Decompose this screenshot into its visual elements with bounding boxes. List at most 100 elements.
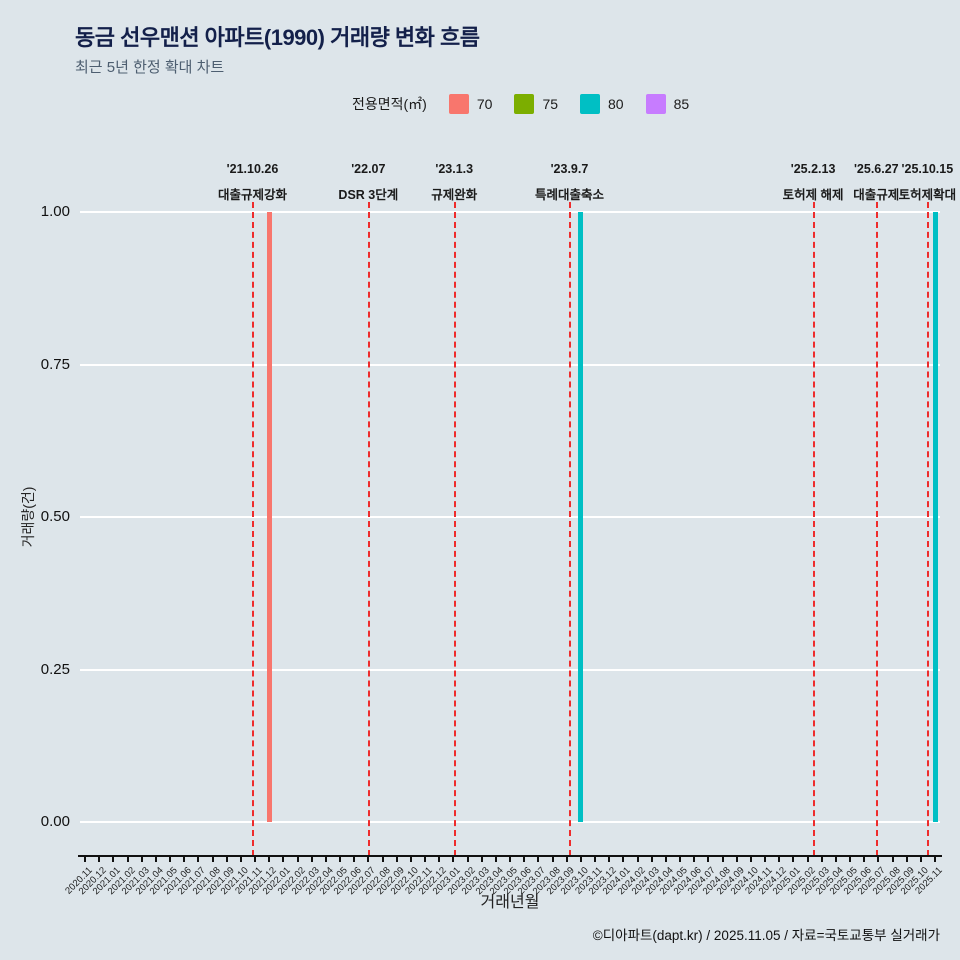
legend-item-label: 85 <box>673 96 690 112</box>
x-tick <box>594 857 596 862</box>
gridline <box>80 516 940 518</box>
legend-item: 75 <box>514 94 558 114</box>
event-annotation-label: 토허제확대 <box>898 188 957 202</box>
x-tick <box>480 857 483 862</box>
gridline <box>80 668 940 671</box>
x-tick <box>905 857 908 862</box>
x-tick <box>523 857 526 862</box>
event-annotation-label: 특례대출축소 <box>534 188 604 202</box>
y-tick-label: 1.00 <box>40 203 70 220</box>
x-tick <box>820 857 823 862</box>
x-tick <box>537 857 540 862</box>
legend-item-label: 80 <box>608 96 624 112</box>
event-annotation-label: 대출규제 <box>853 188 900 202</box>
y-tick-label: 0.75 <box>40 355 70 373</box>
x-tick <box>735 857 738 862</box>
x-tick <box>268 857 271 862</box>
legend-items: 70 75 80 85 <box>448 94 690 114</box>
legend-item: 70 <box>448 94 493 114</box>
x-tick <box>509 857 511 862</box>
x-tick <box>707 857 710 862</box>
legend-swatch-80-icon <box>580 94 601 114</box>
x-tick <box>551 857 554 862</box>
x-tick <box>339 857 341 862</box>
x-tick <box>98 857 101 862</box>
x-tick <box>424 857 426 862</box>
event-annotation-label: DSR 3단계 <box>338 188 399 202</box>
legend-title: 전용면적(㎡) <box>352 96 427 112</box>
event-annotation-date: '25.6.27 <box>853 162 899 176</box>
legend: 전용면적(㎡) 70 75 80 85 <box>352 94 689 114</box>
page-subtitle: 최근 5년 한정 확대 차트 <box>75 59 225 76</box>
x-tick <box>154 857 157 862</box>
x-tick <box>381 857 384 862</box>
x-tick <box>112 857 115 862</box>
x-tick <box>254 857 256 862</box>
event-annotation-date: '25.10.15 <box>901 162 954 176</box>
event-annotation-label: 규제완화 <box>431 188 478 202</box>
x-tick <box>324 857 327 862</box>
page-title: 동금 선우맨션 아파트(1990) 거래량 변화 흐름 <box>75 25 480 50</box>
bar-2025.11-80 <box>932 212 938 822</box>
x-tick <box>764 857 766 862</box>
event-annotation-label: 대출규제강화 <box>217 188 287 202</box>
bar-2021.12-70 <box>266 212 272 822</box>
x-tick <box>834 857 837 862</box>
event-annotation-date: '23.9.7 <box>550 162 589 176</box>
legend-swatch-75-icon <box>514 94 535 114</box>
x-tick <box>126 857 129 862</box>
plot-area <box>80 211 940 823</box>
x-tick <box>225 857 228 862</box>
x-tick <box>452 857 455 862</box>
x-tick <box>565 857 568 862</box>
gridline <box>80 363 940 366</box>
event-annotation-date: '21.10.26 <box>226 162 279 176</box>
x-tick <box>282 857 285 862</box>
legend-item-label: 70 <box>476 96 493 112</box>
x-tick <box>721 857 724 862</box>
x-axis-title: 거래년월 <box>480 894 540 911</box>
legend-item: 85 <box>645 94 690 114</box>
x-tick <box>622 857 625 862</box>
event-annotation-label: 토허제 해제 <box>782 188 844 202</box>
x-tick <box>367 857 370 862</box>
x-tick <box>863 857 866 862</box>
x-tick <box>310 857 313 862</box>
x-tick <box>849 857 851 862</box>
x-tick <box>877 857 880 862</box>
x-tick <box>891 857 894 862</box>
x-tick <box>466 857 469 862</box>
x-tick <box>806 857 809 862</box>
x-tick <box>608 857 611 862</box>
x-tick <box>197 857 200 862</box>
x-tick <box>409 857 412 862</box>
x-tick <box>211 857 214 862</box>
bar-2023.10-80 <box>578 212 584 822</box>
x-tick <box>679 857 681 862</box>
legend-swatch-85-icon <box>645 94 666 114</box>
x-tick <box>494 857 497 862</box>
gridline <box>80 821 940 823</box>
x-tick <box>579 857 582 862</box>
x-tick <box>650 857 653 862</box>
event-annotation-date: '23.1.3 <box>435 162 474 176</box>
event-annotation-date: '22.07 <box>351 162 386 176</box>
x-tick <box>169 857 171 862</box>
x-tick <box>919 857 922 862</box>
event-annotation-date: '25.2.13 <box>790 162 836 176</box>
y-tick-label: 0.25 <box>40 660 70 678</box>
x-tick <box>778 857 781 862</box>
x-tick <box>792 857 795 862</box>
x-tick <box>296 857 299 862</box>
y-tick-label: 0.50 <box>40 508 70 525</box>
x-tick <box>239 857 242 862</box>
x-tick <box>183 857 186 862</box>
x-tick <box>438 857 441 862</box>
x-tick <box>395 857 398 862</box>
x-tick <box>140 857 143 862</box>
x-tick <box>934 857 936 862</box>
legend-item-label: 75 <box>542 96 559 112</box>
x-tick <box>353 857 356 862</box>
x-tick <box>636 857 639 862</box>
